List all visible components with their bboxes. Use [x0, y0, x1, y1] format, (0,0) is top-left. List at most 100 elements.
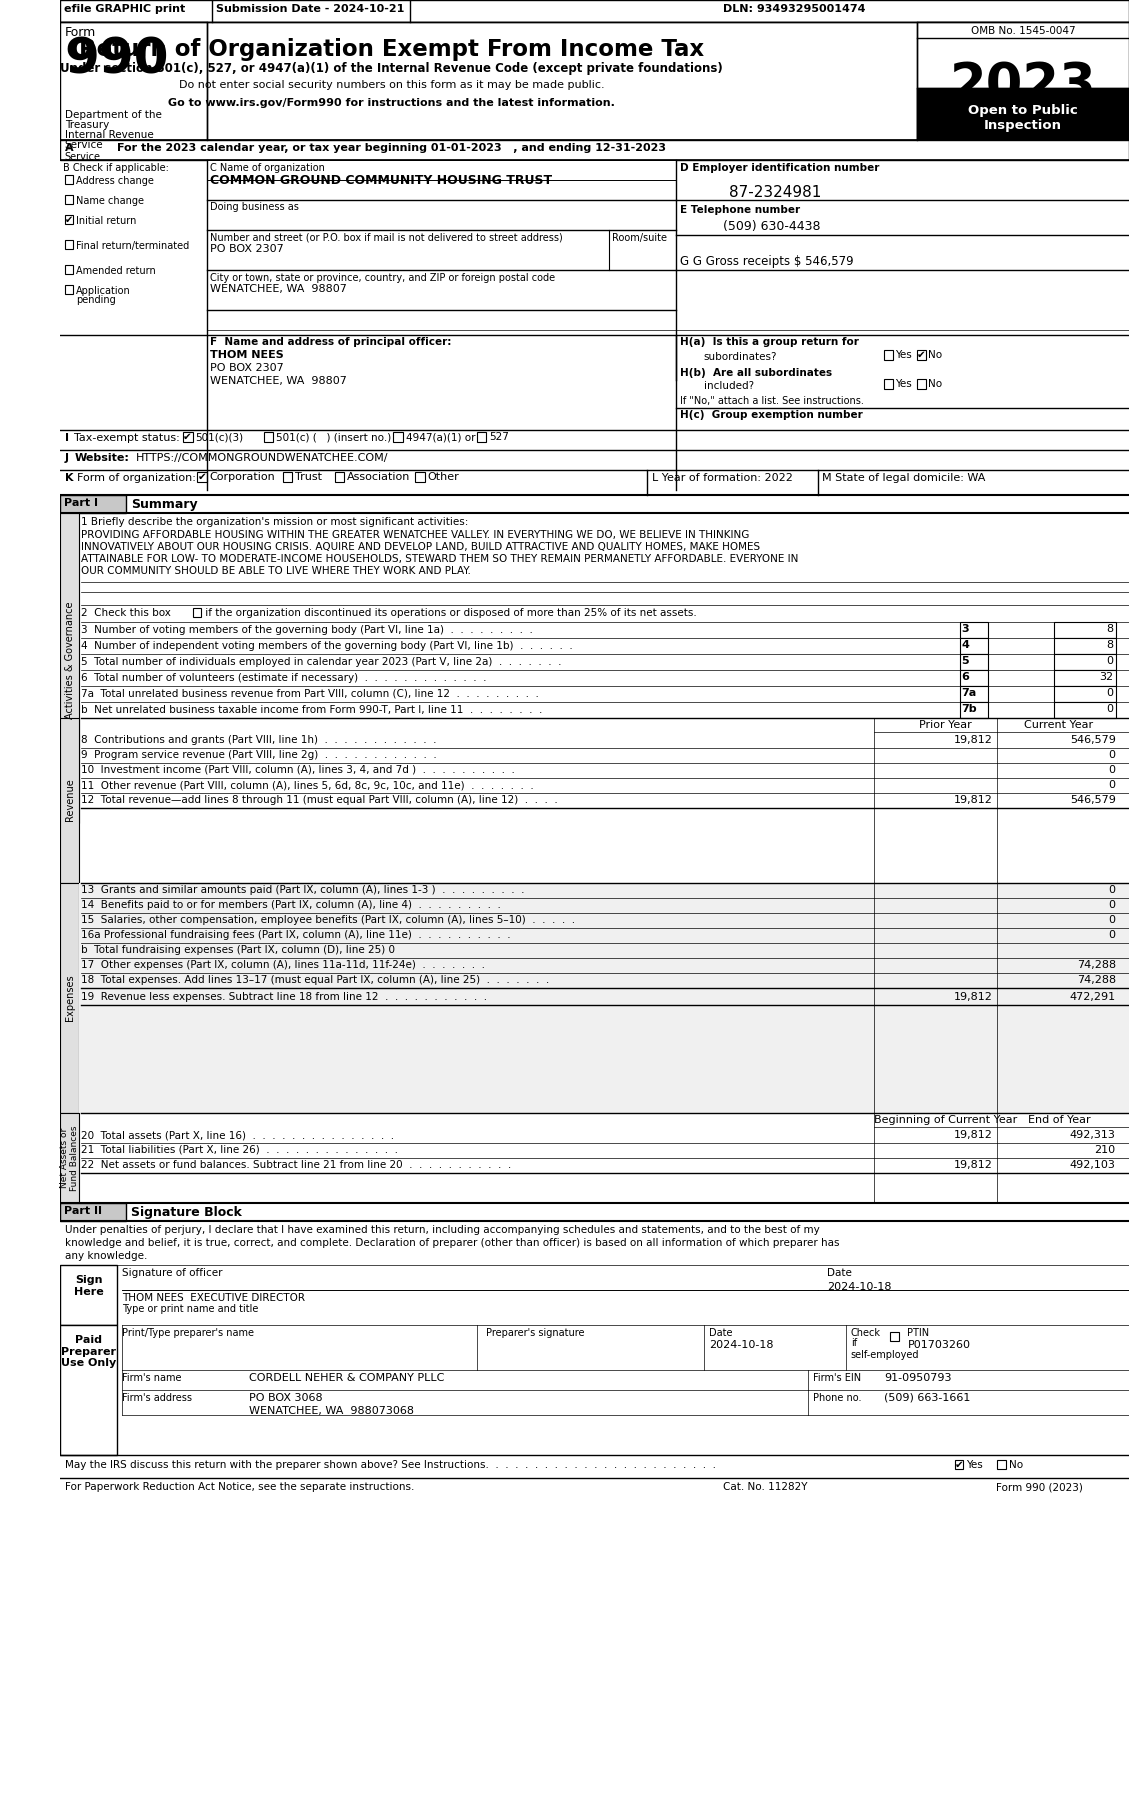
- Bar: [960, 686, 988, 702]
- Text: Cat. No. 11282Y: Cat. No. 11282Y: [723, 1482, 807, 1492]
- Text: b  Total fundraising expenses (Part IX, column (D), line 25) 0: b Total fundraising expenses (Part IX, c…: [81, 946, 395, 955]
- Bar: [955, 1461, 963, 1470]
- Text: COMMON GROUND COMMUNITY HOUSING TRUST: COMMON GROUND COMMUNITY HOUSING TRUST: [210, 175, 552, 187]
- Text: 10  Investment income (Part VIII, column (A), lines 3, 4, and 7d )  .  .  .  .  : 10 Investment income (Part VIII, column …: [81, 766, 515, 775]
- Text: Application: Application: [77, 286, 131, 296]
- Bar: [60, 1113, 79, 1202]
- Text: Yes: Yes: [895, 378, 912, 389]
- Bar: [64, 286, 73, 295]
- Text: F  Name and address of principal officer:: F Name and address of principal officer:: [210, 337, 452, 347]
- Bar: [917, 349, 927, 360]
- Text: 20  Total assets (Part X, line 16)  .  .  .  .  .  .  .  .  .  .  .  .  .  .  .: 20 Total assets (Part X, line 16) . . . …: [81, 1130, 394, 1141]
- Text: B Check if applicable:: B Check if applicable:: [63, 164, 169, 173]
- Text: Service: Service: [64, 153, 100, 162]
- Text: Prior Year: Prior Year: [919, 720, 972, 729]
- Bar: [60, 513, 79, 822]
- Bar: [334, 471, 344, 482]
- Text: 15  Salaries, other compensation, employee benefits (Part IX, column (A), lines : 15 Salaries, other compensation, employe…: [81, 915, 575, 926]
- Text: THOM NEES: THOM NEES: [210, 349, 283, 360]
- Text: I: I: [64, 433, 69, 444]
- Text: 7a: 7a: [962, 688, 977, 698]
- Text: 2023: 2023: [949, 60, 1096, 113]
- Text: 0: 0: [1106, 704, 1113, 715]
- Text: 8: 8: [1105, 624, 1113, 635]
- Text: Revenue: Revenue: [64, 779, 75, 822]
- Text: 9  Program service revenue (Part VIII, line 2g)  .  .  .  .  .  .  .  .  .  .  .: 9 Program service revenue (Part VIII, li…: [81, 749, 437, 760]
- Text: 7b: 7b: [962, 704, 977, 715]
- Bar: [60, 882, 79, 1113]
- Text: Net Assets or
Fund Balances: Net Assets or Fund Balances: [60, 1126, 79, 1191]
- Text: Room/suite: Room/suite: [612, 233, 667, 244]
- Text: 501(c)(3): 501(c)(3): [195, 431, 244, 442]
- Bar: [393, 431, 403, 442]
- Text: 1 Briefly describe the organization's mission or most significant activities:: 1 Briefly describe the organization's mi…: [81, 517, 469, 528]
- Text: 13  Grants and similar amounts paid (Part IX, column (A), lines 1-3 )  .  .  .  : 13 Grants and similar amounts paid (Part…: [81, 886, 525, 895]
- Text: A: A: [64, 144, 73, 153]
- Bar: [997, 1461, 1006, 1470]
- Text: 4: 4: [962, 640, 970, 649]
- Text: 19,812: 19,812: [954, 795, 992, 806]
- Text: Part II: Part II: [64, 1206, 102, 1215]
- Text: Address change: Address change: [77, 176, 154, 186]
- Text: Internal Revenue: Internal Revenue: [64, 129, 154, 140]
- Text: Preparer's signature: Preparer's signature: [487, 1328, 585, 1339]
- Bar: [415, 471, 425, 482]
- Text: WENATCHEE, WA  988073068: WENATCHEE, WA 988073068: [250, 1406, 414, 1415]
- Bar: [60, 1202, 126, 1221]
- Bar: [917, 378, 927, 389]
- Bar: [60, 1264, 117, 1324]
- Text: 472,291: 472,291: [1069, 991, 1115, 1002]
- Text: b  Net unrelated business taxable income from Form 990-T, Part I, line 11  .  . : b Net unrelated business taxable income …: [81, 706, 542, 715]
- Text: CORDELL NEHER & COMPANY PLLC: CORDELL NEHER & COMPANY PLLC: [250, 1373, 445, 1382]
- Bar: [183, 431, 193, 442]
- Bar: [1054, 686, 1115, 702]
- Text: PTIN: PTIN: [908, 1328, 929, 1339]
- Text: 19,812: 19,812: [954, 991, 992, 1002]
- Text: 3: 3: [962, 624, 969, 635]
- Text: 19  Revenue less expenses. Subtract line 18 from line 12  .  .  .  .  .  .  .  .: 19 Revenue less expenses. Subtract line …: [81, 991, 487, 1002]
- Bar: [193, 608, 201, 617]
- Text: Part I: Part I: [64, 498, 98, 508]
- Text: Signature Block: Signature Block: [131, 1206, 242, 1219]
- Text: ✔: ✔: [198, 471, 207, 482]
- Bar: [960, 655, 988, 669]
- Text: ✔: ✔: [917, 349, 926, 360]
- Bar: [64, 195, 73, 204]
- Text: 32: 32: [1099, 671, 1113, 682]
- Text: 546,579: 546,579: [1070, 735, 1115, 746]
- Bar: [60, 22, 207, 140]
- Text: 527: 527: [489, 431, 509, 442]
- Text: pending: pending: [77, 295, 116, 306]
- Bar: [207, 160, 675, 180]
- Text: K: K: [64, 473, 73, 484]
- Text: Treasury: Treasury: [64, 120, 110, 129]
- Text: Date: Date: [709, 1328, 732, 1339]
- Bar: [960, 622, 988, 638]
- Bar: [1054, 622, 1115, 638]
- Text: Tax-exempt status:: Tax-exempt status:: [75, 433, 181, 444]
- Text: 492,103: 492,103: [1070, 1161, 1115, 1170]
- Text: 2024-10-18: 2024-10-18: [709, 1341, 773, 1350]
- Text: 19,812: 19,812: [954, 1130, 992, 1141]
- Text: Type or print name and title: Type or print name and title: [122, 1304, 259, 1313]
- Text: 492,313: 492,313: [1070, 1130, 1115, 1141]
- Bar: [1054, 638, 1115, 655]
- Text: 18  Total expenses. Add lines 13–17 (must equal Part IX, column (A), line 25)  .: 18 Total expenses. Add lines 13–17 (must…: [81, 975, 549, 986]
- Text: THOM NEES  EXECUTIVE DIRECTOR: THOM NEES EXECUTIVE DIRECTOR: [122, 1293, 305, 1302]
- Bar: [79, 882, 1129, 1113]
- Text: May the IRS discuss this return with the preparer shown above? See Instructions.: May the IRS discuss this return with the…: [64, 1461, 716, 1470]
- Text: For Paperwork Reduction Act Notice, see the separate instructions.: For Paperwork Reduction Act Notice, see …: [64, 1482, 414, 1492]
- Text: Beginning of Current Year: Beginning of Current Year: [874, 1115, 1017, 1124]
- Text: if the organization discontinued its operations or disposed of more than 25% of : if the organization discontinued its ope…: [202, 608, 697, 618]
- Text: subordinates?: subordinates?: [703, 353, 778, 362]
- Text: 4  Number of independent voting members of the governing body (Part VI, line 1b): 4 Number of independent voting members o…: [81, 640, 572, 651]
- Text: 0: 0: [1106, 657, 1113, 666]
- Text: Expenses: Expenses: [64, 975, 75, 1020]
- Bar: [60, 1324, 117, 1455]
- Text: knowledge and belief, it is true, correct, and complete. Declaration of preparer: knowledge and belief, it is true, correc…: [64, 1239, 839, 1248]
- Text: Number and street (or P.O. box if mail is not delivered to street address): Number and street (or P.O. box if mail i…: [210, 233, 562, 244]
- Text: City or town, state or province, country, and ZIP or foreign postal code: City or town, state or province, country…: [210, 273, 554, 284]
- Text: Other: Other: [428, 471, 460, 482]
- Text: Corporation: Corporation: [210, 471, 275, 482]
- Text: 546,579: 546,579: [1070, 795, 1115, 806]
